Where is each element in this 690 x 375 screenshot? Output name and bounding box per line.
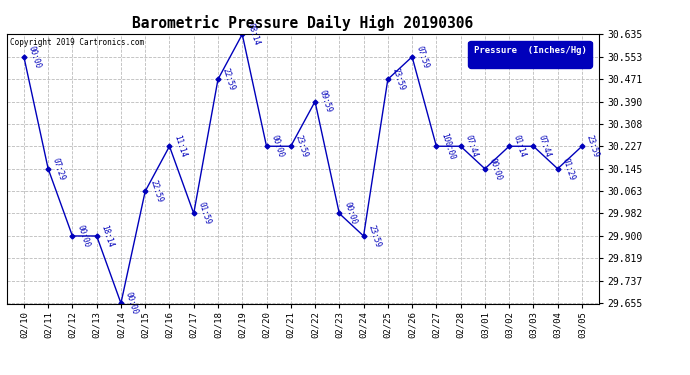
Text: 23:59: 23:59 — [294, 134, 309, 159]
Text: 07:29: 07:29 — [51, 156, 67, 181]
Text: 00:00: 00:00 — [124, 291, 139, 316]
Legend:  — [468, 41, 592, 68]
Text: 07:44: 07:44 — [536, 134, 552, 159]
Text: 18:14: 18:14 — [99, 224, 115, 248]
Text: 07:44: 07:44 — [464, 134, 480, 159]
Text: 07:59: 07:59 — [415, 44, 431, 69]
Text: Copyright 2019 Cartronics.com: Copyright 2019 Cartronics.com — [10, 38, 144, 47]
Text: 23:59: 23:59 — [366, 224, 382, 248]
Text: 22:59: 22:59 — [221, 67, 237, 92]
Text: 22:59: 22:59 — [148, 179, 164, 204]
Text: 00:00: 00:00 — [488, 156, 504, 181]
Text: 100:00: 100:00 — [440, 132, 456, 161]
Text: 00:00: 00:00 — [75, 224, 91, 248]
Text: 11:14: 11:14 — [172, 134, 188, 159]
Text: 00:00: 00:00 — [269, 134, 285, 159]
Text: 23:59: 23:59 — [585, 134, 600, 159]
Text: 00:00: 00:00 — [27, 44, 43, 69]
Text: 23:59: 23:59 — [391, 67, 406, 92]
Text: 01:59: 01:59 — [197, 201, 213, 226]
Title: Barometric Pressure Daily High 20190306: Barometric Pressure Daily High 20190306 — [132, 15, 473, 31]
Text: 09:59: 09:59 — [318, 89, 334, 114]
Text: 01:14: 01:14 — [512, 134, 528, 159]
Text: 00:00: 00:00 — [342, 201, 358, 226]
Text: 08:14: 08:14 — [245, 22, 261, 46]
Text: 01:29: 01:29 — [560, 156, 576, 181]
